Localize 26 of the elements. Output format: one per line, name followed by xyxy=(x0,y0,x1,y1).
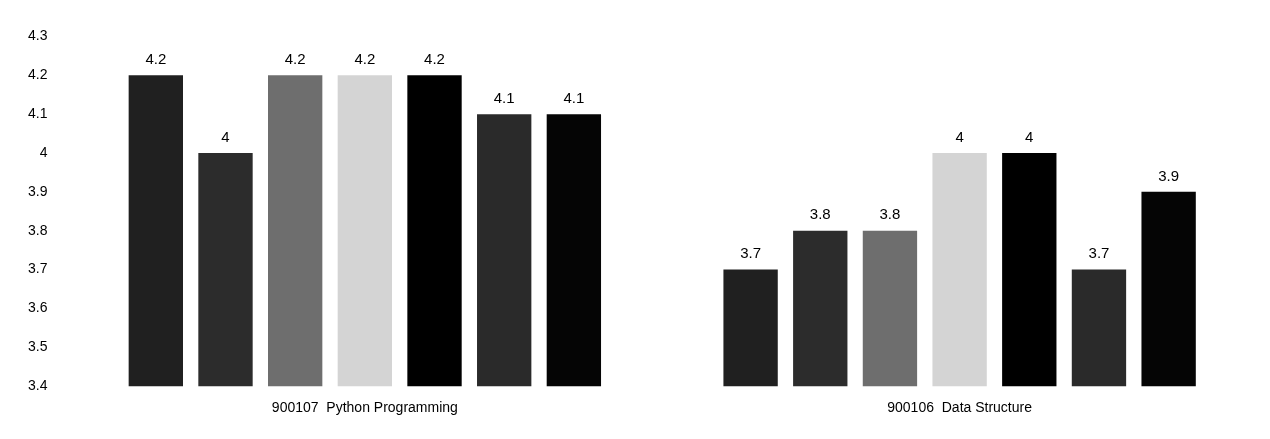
data-label: 4.2 xyxy=(145,49,167,67)
y-tick-label: 3.4 xyxy=(27,377,48,394)
data-label: 4.2 xyxy=(284,49,306,67)
y-tick-label: 3.6 xyxy=(27,299,48,316)
y-tick-label: 4.1 xyxy=(27,104,48,121)
x-tick-label: 900107 Python Programming xyxy=(271,399,458,416)
data-label: 4 xyxy=(221,127,230,145)
data-label: 4.2 xyxy=(424,49,445,67)
data-label: 3.8 xyxy=(879,205,901,223)
y-tick-label: 4.3 xyxy=(27,27,48,44)
data-label: 4 xyxy=(1025,127,1034,145)
x-tick-label: 900106 Data Structure xyxy=(887,399,1033,416)
data-label: 4.1 xyxy=(563,88,585,106)
y-tick-label: 3.7 xyxy=(27,260,48,277)
y-tick-label: 3.8 xyxy=(27,221,48,238)
data-label: 4 xyxy=(955,127,964,145)
data-label: 4.1 xyxy=(493,88,515,106)
data-label: 3.7 xyxy=(1088,244,1110,262)
y-tick-label: 4.2 xyxy=(27,66,48,83)
y-tick-label: 3.9 xyxy=(27,182,48,199)
data-label: 3.9 xyxy=(1158,166,1180,184)
y-tick-label: 4 xyxy=(39,143,48,160)
data-label: 4.2 xyxy=(354,49,376,67)
data-label: 3.7 xyxy=(740,244,762,262)
data-label: 3.8 xyxy=(809,205,831,223)
y-tick-label: 3.5 xyxy=(27,338,48,355)
